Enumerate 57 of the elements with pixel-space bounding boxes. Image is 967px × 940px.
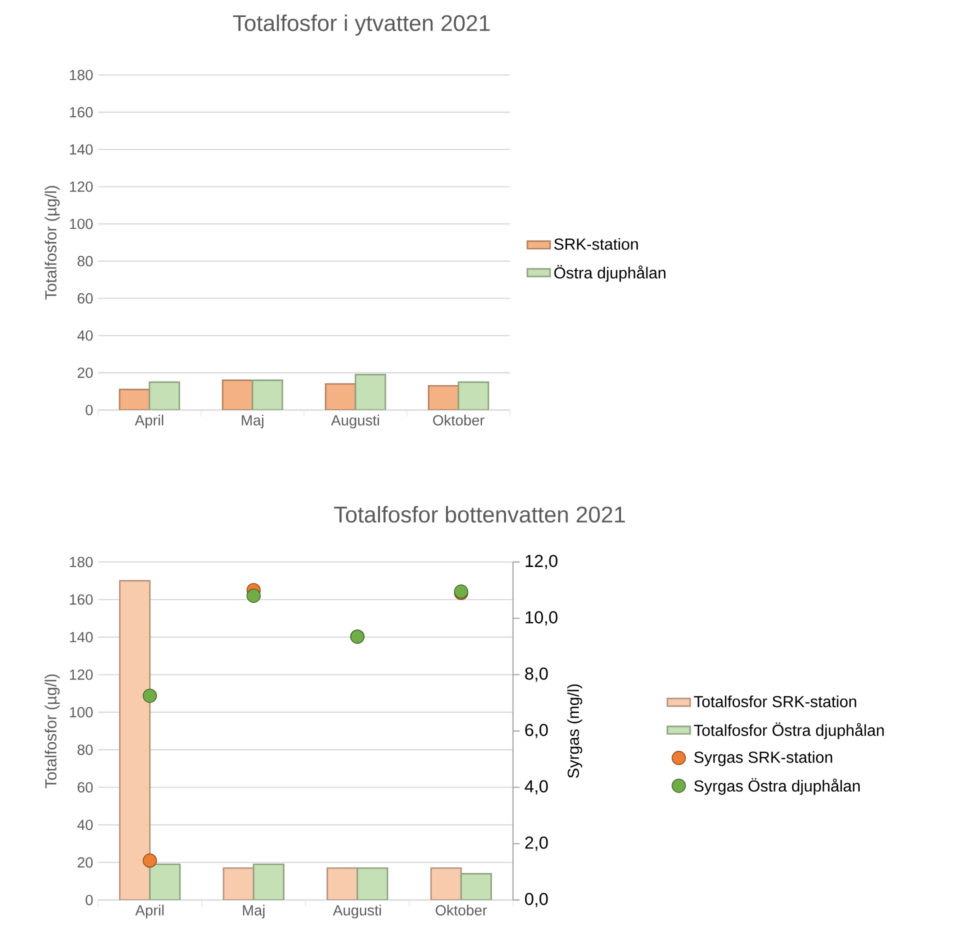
y-tick-label: 20 <box>78 857 93 868</box>
bar <box>222 867 254 900</box>
legend-label: Östra djuphålan <box>554 265 666 282</box>
y-tick-label: 120 <box>70 181 93 192</box>
y2-tick-label: 12,0 <box>526 554 558 570</box>
y-tick-label: 0 <box>86 404 93 416</box>
y-tick-label: 160 <box>70 107 93 118</box>
y-tick-label: 60 <box>78 782 93 793</box>
bar <box>326 867 358 900</box>
x-tick-label: Oktober <box>433 414 484 426</box>
bar <box>119 580 151 900</box>
y-tick-label: 140 <box>70 144 93 155</box>
y-tick-label: 180 <box>70 70 93 80</box>
y2-tick-label: 6,0 <box>525 724 548 738</box>
y-tick-label: 160 <box>70 594 93 605</box>
bar <box>460 872 492 900</box>
legend-label: Syrgas SRK-station <box>694 751 832 766</box>
x-tick-label: Maj <box>242 414 264 428</box>
y2-tick-label: 4,0 <box>524 780 548 794</box>
y-tick-label: 0 <box>86 894 93 906</box>
y-tick-label: 80 <box>78 744 93 755</box>
legend-label: Totalfosfor SRK-station <box>694 696 856 708</box>
legend-label: Syrgas Östra djuphålan <box>694 778 860 795</box>
x-tick-label: Oktober <box>436 904 487 916</box>
chart-title: Totalfosfor i ytvatten 2021 <box>233 14 490 36</box>
y-tick-label: 100 <box>70 218 93 230</box>
legend-label: SRK-station <box>554 238 638 250</box>
y-tick-label: 80 <box>78 256 93 266</box>
chart-title: Totalfosfor bottenvatten 2021 <box>334 506 625 523</box>
x-tick-label: April <box>135 904 164 918</box>
x-tick-label: Maj <box>243 904 264 918</box>
y-tick-label: 40 <box>77 330 93 341</box>
bar <box>356 867 388 900</box>
y2-tick-label: 10,0 <box>526 611 558 626</box>
x-tick-label: April <box>134 414 164 428</box>
y-tick-label: 20 <box>78 368 93 378</box>
y2-tick-label: 2,0 <box>525 836 548 851</box>
y-tick-label: 180 <box>70 556 93 568</box>
bar <box>149 864 181 900</box>
bar <box>252 864 284 900</box>
y-axis-title: Totalfosfor (µg/l) <box>44 186 60 300</box>
legend-label: Totalfosfor Östra djuphålan <box>694 722 884 740</box>
point <box>246 588 261 603</box>
y2-tick-label: 0,0 <box>525 892 548 908</box>
y-tick-label: 120 <box>70 669 93 680</box>
y-tick-label: 60 <box>78 293 93 304</box>
y-tick-label: 40 <box>77 820 93 830</box>
y2-tick-label: 8,0 <box>525 668 548 682</box>
y2-axis-title: Syrgas (mg/l) <box>567 684 582 778</box>
point <box>142 688 157 703</box>
point <box>142 854 157 868</box>
y-tick-label: 140 <box>70 632 93 642</box>
x-tick-label: Augusti <box>332 904 381 918</box>
y-axis-title: Totalfosfor (µg/l) <box>44 674 60 788</box>
x-tick-label: Augusti <box>331 414 379 428</box>
y-tick-label: 100 <box>70 707 93 718</box>
bar <box>430 867 462 900</box>
